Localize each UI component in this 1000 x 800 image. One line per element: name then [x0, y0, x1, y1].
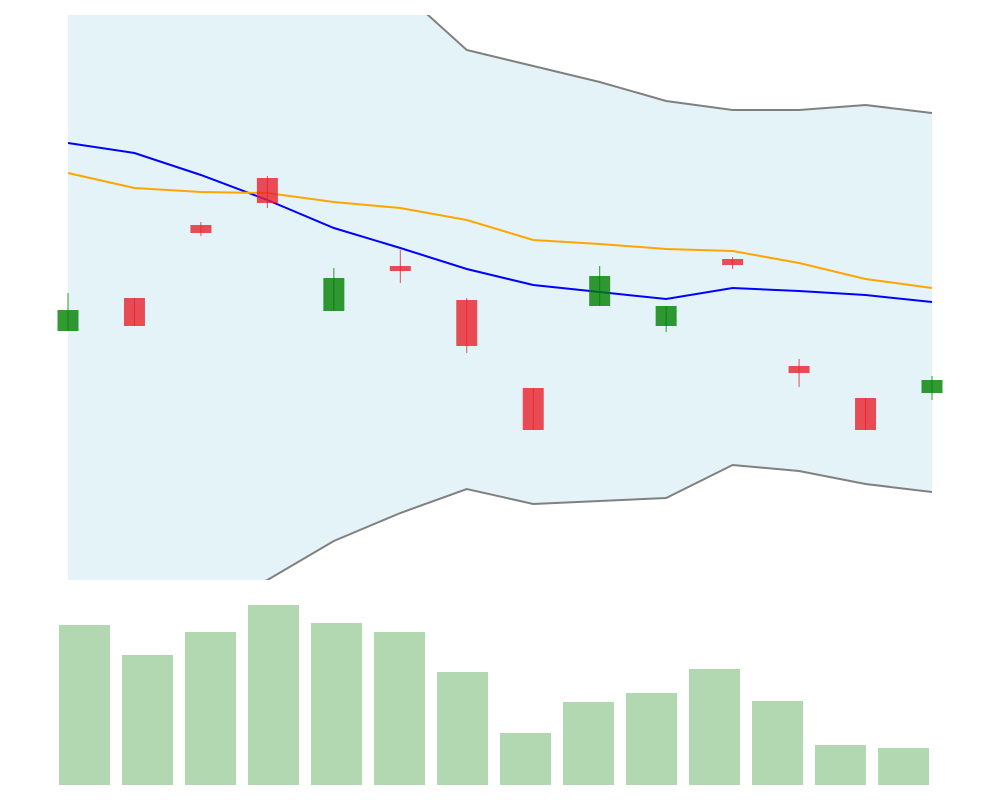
price-panel — [57, 15, 943, 580]
candle-body — [123, 298, 145, 326]
volume-bar — [752, 701, 804, 785]
candle-body — [589, 276, 611, 306]
volume-bar — [815, 745, 867, 785]
volume-bar — [563, 702, 615, 785]
candle-body — [256, 178, 278, 203]
band-group — [68, 15, 932, 580]
volume-bar — [311, 623, 363, 785]
candle-body — [456, 300, 478, 346]
volume-bar — [122, 655, 174, 785]
candle-body — [190, 225, 212, 233]
volume-bar — [878, 748, 930, 785]
volume-bar — [248, 605, 300, 785]
volume-bar — [59, 625, 111, 785]
candle-body — [722, 259, 744, 265]
candle-body — [855, 398, 877, 430]
candle-body — [655, 306, 677, 326]
band-upper — [426, 15, 932, 114]
candle-body — [57, 310, 79, 331]
band-fill — [68, 15, 932, 580]
candle-body — [522, 388, 544, 430]
volume-bar — [185, 632, 237, 785]
band-lower — [264, 463, 932, 580]
volume-panel — [59, 605, 930, 785]
line-series — [67, 142, 933, 303]
volume-bar — [437, 672, 489, 785]
candle-body — [788, 366, 810, 373]
candle-body — [921, 380, 943, 393]
candle-body — [323, 278, 345, 311]
volume-bar — [626, 693, 678, 785]
candle-body — [389, 266, 411, 271]
volume-bar — [689, 669, 741, 785]
volume-bar — [374, 632, 426, 785]
volume-bar — [500, 733, 552, 785]
line-series — [67, 172, 933, 289]
